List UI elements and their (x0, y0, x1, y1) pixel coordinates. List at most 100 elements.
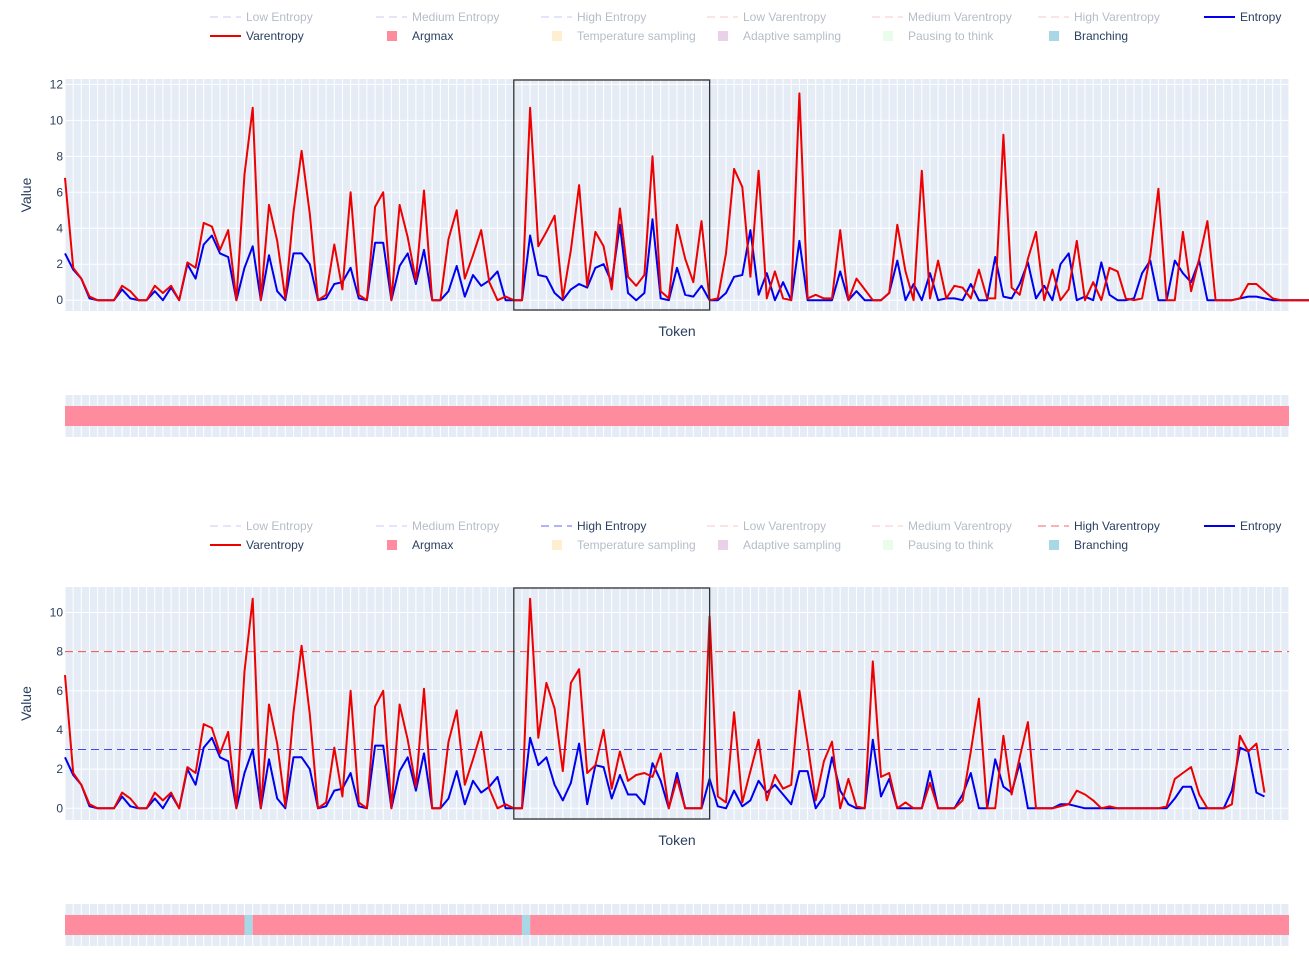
legend-label-varentropy: Varentropy (246, 538, 304, 552)
legend-item-medium_varentropy[interactable]: Medium Varentropy (872, 10, 1012, 24)
x-gridlines (64, 79, 1290, 311)
y-tick-label: 4 (56, 221, 63, 235)
x-axis-title: Token (658, 323, 695, 339)
legend-item-pausing[interactable]: Pausing to think (883, 538, 994, 552)
y-tick-label: 0 (56, 293, 63, 307)
legend-item-varentropy[interactable]: Varentropy (210, 29, 304, 43)
legend-item-argmax[interactable]: Argmax (387, 538, 453, 552)
selection-box[interactable] (513, 79, 711, 311)
legend-item-high_varentropy[interactable]: High Varentropy (1038, 519, 1160, 533)
y-tick-label: 6 (56, 684, 63, 698)
legend-item-low_entropy[interactable]: Low Entropy (210, 10, 313, 24)
legend-label-pausing: Pausing to think (908, 29, 994, 43)
legend-swatch-pausing (883, 31, 893, 41)
legend-item-branching[interactable]: Branching (1049, 538, 1128, 552)
legend-swatch-temperature (552, 31, 562, 41)
legend-label-medium_varentropy: Medium Varentropy (908, 10, 1012, 24)
legend-item-low_entropy[interactable]: Low Entropy (210, 519, 313, 533)
legend-item-adaptive[interactable]: Adaptive sampling (718, 538, 841, 552)
strategy-segment-argmax[interactable] (65, 406, 1289, 426)
legend-item-medium_entropy[interactable]: Medium Entropy (376, 10, 499, 24)
legend-label-varentropy: Varentropy (246, 29, 304, 43)
legend-label-low_varentropy: Low Varentropy (743, 519, 826, 533)
y-tick-label: 2 (56, 257, 63, 271)
legend: Low Entropy Medium Entropy High Entropy Low… (210, 10, 1281, 43)
legend-swatch-pausing (883, 540, 893, 550)
legend-swatch-argmax (387, 540, 397, 550)
legend-label-medium_varentropy: Medium Varentropy (908, 519, 1012, 533)
legend-label-branching: Branching (1074, 538, 1128, 552)
legend-label-pausing: Pausing to think (908, 538, 994, 552)
legend-label-entropy: Entropy (1240, 519, 1281, 533)
strategy-segment-argmax[interactable] (530, 915, 1289, 935)
y-tick-label: 10 (50, 113, 64, 127)
legend-swatch-branching (1049, 31, 1059, 41)
legend-label-medium_entropy: Medium Entropy (412, 519, 499, 533)
legend-swatch-adaptive (718, 31, 728, 41)
legend-item-high_entropy[interactable]: High Entropy (541, 10, 646, 24)
legend-swatch-adaptive (718, 540, 728, 550)
legend-label-medium_entropy: Medium Entropy (412, 10, 499, 24)
legend-item-medium_entropy[interactable]: Medium Entropy (376, 519, 499, 533)
legend-label-adaptive: Adaptive sampling (743, 538, 841, 552)
legend-label-argmax: Argmax (412, 29, 453, 43)
strategy-bar (64, 904, 1290, 946)
legend-item-pausing[interactable]: Pausing to think (883, 29, 994, 43)
legend-item-low_varentropy[interactable]: Low Varentropy (707, 519, 826, 533)
y-tick-label: 6 (56, 185, 63, 199)
strategy-segment-argmax[interactable] (65, 915, 245, 935)
legend-label-branching: Branching (1074, 29, 1128, 43)
legend-label-argmax: Argmax (412, 538, 453, 552)
legend-item-temperature[interactable]: Temperature sampling (552, 29, 696, 43)
legend-label-adaptive: Adaptive sampling (743, 29, 841, 43)
top-panel: Low Entropy Medium Entropy High Entropy Low… (18, 10, 1309, 437)
legend-label-temperature: Temperature sampling (577, 538, 696, 552)
y-tick-label: 8 (56, 645, 63, 659)
line-chart: 0 2 4 6 8 10 12 Token Value (18, 77, 1309, 339)
y-tick-label: 10 (50, 605, 64, 619)
series-line-varentropy[interactable] (64, 597, 1266, 810)
legend-label-entropy: Entropy (1240, 10, 1281, 24)
strategy-segment-argmax[interactable] (252, 915, 522, 935)
strategy-segment-branching[interactable] (521, 915, 531, 935)
legend-swatch-branching (1049, 540, 1059, 550)
y-tick-label: 2 (56, 762, 63, 776)
legend-item-high_entropy[interactable]: High Entropy (541, 519, 646, 533)
y-tick-label: 12 (50, 77, 64, 91)
legend-item-temperature[interactable]: Temperature sampling (552, 538, 696, 552)
y-axis-title: Value (18, 686, 34, 721)
y-axis: 0 2 4 6 8 10 (50, 605, 1289, 815)
legend-label-low_varentropy: Low Varentropy (743, 10, 826, 24)
legend-swatch-argmax (387, 31, 397, 41)
y-axis-title: Value (18, 177, 34, 212)
strategy-segment-branching[interactable] (244, 915, 253, 935)
legend-label-low_entropy: Low Entropy (246, 10, 313, 24)
legend-item-argmax[interactable]: Argmax (387, 29, 453, 43)
legend-item-low_varentropy[interactable]: Low Varentropy (707, 10, 826, 24)
series-line-entropy[interactable] (64, 218, 1309, 302)
y-tick-label: 0 (56, 801, 63, 815)
legend-item-branching[interactable]: Branching (1049, 29, 1128, 43)
legend-item-adaptive[interactable]: Adaptive sampling (718, 29, 841, 43)
x-axis-title: Token (658, 832, 695, 848)
legend-label-temperature: Temperature sampling (577, 29, 696, 43)
legend-item-medium_varentropy[interactable]: Medium Varentropy (872, 519, 1012, 533)
legend-item-entropy[interactable]: Entropy (1204, 10, 1281, 24)
legend-label-high_varentropy: High Varentropy (1074, 10, 1160, 24)
legend-item-varentropy[interactable]: Varentropy (210, 538, 304, 552)
legend-label-high_varentropy: High Varentropy (1074, 519, 1160, 533)
strategy-bar (64, 395, 1290, 437)
legend-label-high_entropy: High Entropy (577, 10, 646, 24)
legend: Low Entropy Medium Entropy High Entropy Low… (210, 519, 1281, 552)
series-line-varentropy[interactable] (64, 92, 1309, 302)
y-tick-label: 8 (56, 149, 63, 163)
legend-label-low_entropy: Low Entropy (246, 519, 313, 533)
y-tick-label: 4 (56, 723, 63, 737)
line-chart: 0 2 4 6 8 10 Token Value (18, 587, 1290, 848)
selection-box[interactable] (513, 587, 711, 820)
legend-label-high_entropy: High Entropy (577, 519, 646, 533)
legend-item-high_varentropy[interactable]: High Varentropy (1038, 10, 1160, 24)
legend-item-entropy[interactable]: Entropy (1204, 519, 1281, 533)
x-gridlines (64, 587, 1290, 820)
